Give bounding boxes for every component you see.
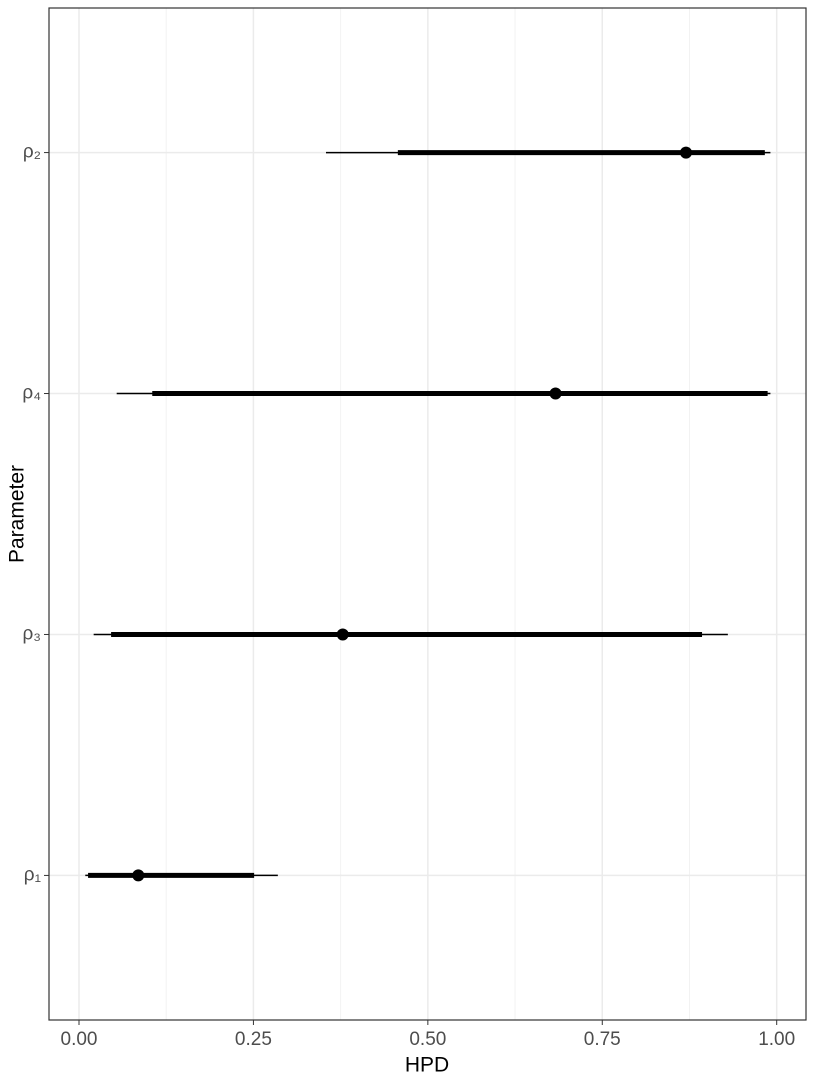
x-tick-label: 1.00 bbox=[758, 1029, 795, 1050]
panel-border bbox=[48, 7, 807, 1021]
point-estimate bbox=[132, 869, 145, 882]
y-axis-title: Parameter bbox=[6, 465, 29, 563]
x-tick-label: 0.00 bbox=[61, 1029, 98, 1050]
y-tick-label: ρ₄ bbox=[22, 383, 41, 404]
x-tick-label: 0.75 bbox=[584, 1029, 621, 1050]
y-tick-label: ρ₁ bbox=[24, 864, 41, 885]
x-tick-label: 0.25 bbox=[235, 1029, 272, 1050]
point-estimate bbox=[679, 146, 692, 159]
x-tick-label: 0.50 bbox=[409, 1029, 446, 1050]
point-estimate bbox=[336, 628, 349, 641]
y-tick-label: ρ₂ bbox=[23, 142, 41, 163]
point-estimate bbox=[549, 387, 562, 400]
y-tick-label: ρ₃ bbox=[22, 623, 41, 644]
x-axis-title: HPD bbox=[405, 1054, 449, 1077]
